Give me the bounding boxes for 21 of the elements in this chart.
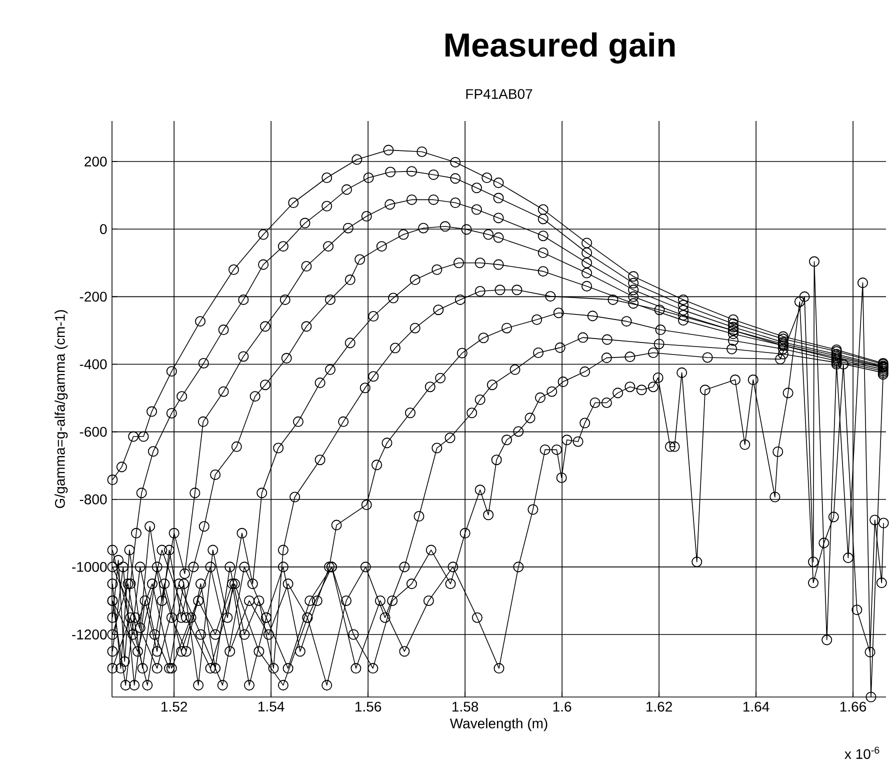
y-tick-label: -1000: [72, 562, 107, 572]
x-tick-label: 1.52: [162, 702, 187, 712]
x-axis-title: Wavelength (m): [450, 718, 548, 732]
y-tick-label: -1200: [72, 630, 107, 640]
x-tick-label: 1.62: [646, 702, 672, 712]
chart-subtitle: FP41AB07: [466, 89, 532, 99]
x-tick-label: 1.58: [452, 702, 478, 712]
x-tick-label: 1.66: [840, 702, 866, 712]
y-tick-label: 200: [84, 156, 107, 166]
chart-title: Measured gain: [446, 32, 675, 64]
x-tick-label: 1.54: [258, 702, 284, 712]
text: x 10$^{-6}$: [844, 746, 880, 759]
y-tick-label: 0: [100, 224, 107, 234]
y-tick-label: -800: [80, 494, 107, 504]
y-tick-label: -200: [80, 292, 107, 302]
x-tick-label: 1.56: [356, 702, 382, 712]
y-tick-label: -600: [80, 426, 107, 437]
y-tick-label: -400: [80, 359, 107, 370]
x-tick-label: 1.6: [553, 702, 572, 712]
x-tick-label: 1.64: [743, 702, 770, 712]
y-axis-title: G/gamma=g-alfa/gamma (cm-1): [54, 310, 68, 508]
